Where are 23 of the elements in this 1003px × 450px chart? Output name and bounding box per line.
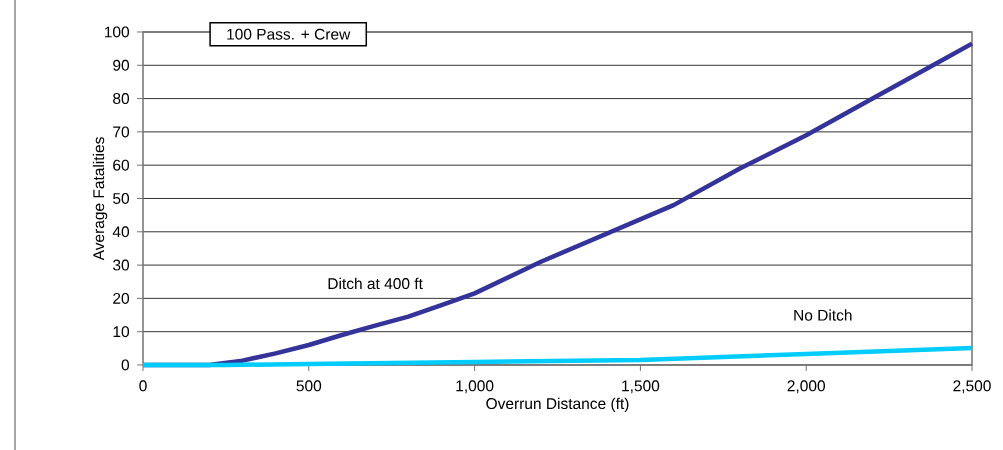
y-tick-label: 80 — [113, 93, 130, 105]
y-tick-label: 90 — [113, 59, 130, 71]
y-tick-label: 40 — [112, 226, 130, 238]
y-tick-label: 20 — [113, 292, 130, 304]
x-tick-label: 1,500 — [622, 380, 660, 394]
x-tick-label: 500 — [296, 380, 322, 392]
y-tick-label: 60 — [113, 159, 130, 171]
y-tick-label: 0 — [121, 359, 130, 371]
y-tick-label: 10 — [113, 326, 130, 338]
line-series — [140, 345, 975, 368]
chart-title: 100 Pass. + Crew — [227, 28, 351, 40]
y-tick-label: 100 — [104, 26, 130, 38]
y-tick-label: 50 — [113, 192, 130, 204]
x-tick-label: 0 — [139, 380, 147, 392]
series-label: Ditch at 400 ft — [328, 277, 423, 290]
x-axis-title: Overrun Distance (ft) — [486, 397, 629, 413]
y-axis-title: Average Fatalities — [92, 137, 108, 261]
x-tick-label: 1,000 — [456, 380, 494, 394]
x-tick-label: 2,000 — [787, 380, 825, 394]
text: No Ditch — [794, 309, 852, 321]
y-tick-label: 30 — [113, 259, 130, 271]
x-tick-label: 2,500 — [953, 380, 991, 394]
y-tick-label: 70 — [113, 126, 130, 138]
